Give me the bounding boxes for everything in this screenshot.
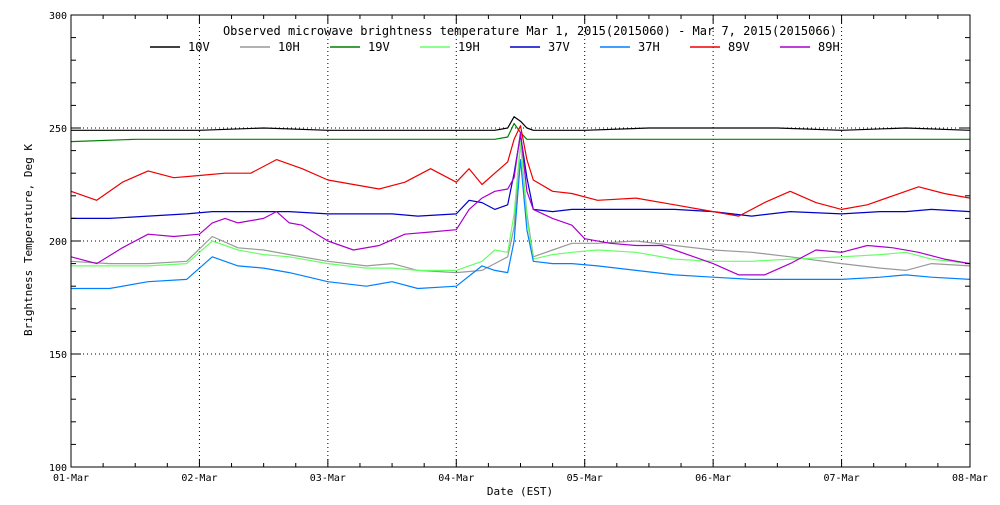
legend-label-19v: 19V xyxy=(368,40,390,54)
legend-label-10h: 10H xyxy=(278,40,300,54)
x-tick-label: 02-Mar xyxy=(181,473,217,484)
chart-title: Observed microwave brightness temperatur… xyxy=(223,24,837,38)
series-line-10v xyxy=(71,116,971,131)
y-tick-label: 100 xyxy=(49,463,67,474)
x-tick-label: 08-Mar xyxy=(952,473,988,484)
series-line-89h xyxy=(70,131,971,276)
y-tick-label: 150 xyxy=(49,350,67,361)
series-line-37v xyxy=(71,134,971,219)
y-tick-label: 300 xyxy=(49,11,67,22)
x-tick-label: 05-Mar xyxy=(567,473,603,484)
x-tick-label: 01-Mar xyxy=(53,473,89,484)
legend-label-89h: 89H xyxy=(818,40,840,54)
legend-label-10v: 10V xyxy=(188,40,210,54)
x-tick-label: 03-Mar xyxy=(310,473,346,484)
legend-label-37v: 37V xyxy=(548,40,570,54)
y-axis-label: Brightness Temperature, Deg K xyxy=(22,144,35,336)
legend-label-19h: 19H xyxy=(458,40,480,54)
x-tick-label: 07-Mar xyxy=(824,473,860,484)
y-tick-label: 250 xyxy=(49,124,67,135)
series-line-19h xyxy=(71,141,971,271)
series-line-19v xyxy=(70,122,970,143)
tick-layer: 01-Mar 02-Mar 03-Mar 04-Mar 05-Mar 06-Mar 07-M… xyxy=(49,11,988,484)
series-line-37h xyxy=(71,159,971,290)
legend-label-37h: 37H xyxy=(638,40,660,54)
x-tick-label: 06-Mar xyxy=(695,473,731,484)
series-layer xyxy=(70,116,971,290)
y-tick-label: 200 xyxy=(49,237,67,248)
grid-layer xyxy=(71,15,970,467)
legend: 10V 10H 19V 19H 37V 37H 89V 89H xyxy=(150,40,840,54)
x-tick-label: 04-Mar xyxy=(438,473,474,484)
series-line-89v xyxy=(70,125,971,217)
x-axis-label: Date (EST) xyxy=(487,485,553,498)
legend-label-89v: 89V xyxy=(728,40,750,54)
series-line-10h xyxy=(70,141,971,274)
